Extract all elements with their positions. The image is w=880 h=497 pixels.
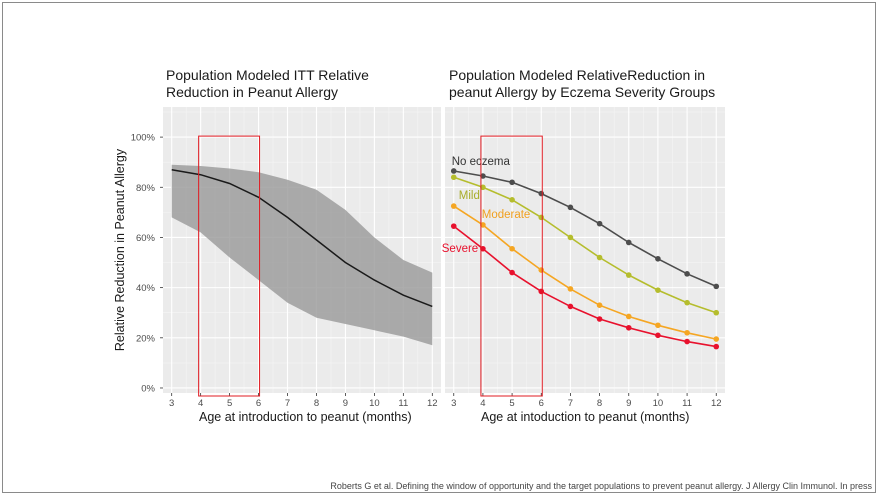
data-point-severe (655, 332, 661, 339)
confidence-band (171, 164, 433, 346)
data-point-mild (625, 272, 632, 278)
x-tick-label: 3 (169, 398, 174, 409)
x-tick-label: 8 (597, 398, 602, 409)
data-point-moderate (684, 329, 690, 336)
data-point-no-eczema (450, 168, 457, 174)
data-point-severe (450, 223, 457, 229)
data-point-moderate (538, 267, 545, 273)
data-point-moderate (450, 203, 457, 209)
data-point-moderate (596, 302, 603, 308)
x-tick-label: 6 (256, 398, 261, 409)
data-point-mild (655, 287, 661, 293)
data-point-mild (509, 197, 515, 203)
x-tick-label: 10 (369, 398, 380, 409)
data-point-mild (450, 174, 457, 181)
y-tick-label: 40% (136, 283, 156, 294)
x-tick-label: 11 (682, 398, 692, 409)
y-tick-label: 20% (136, 333, 156, 344)
y-tick-label: 60% (136, 233, 156, 244)
data-point-no-eczema (625, 239, 632, 246)
x-tick-label: 5 (227, 398, 232, 409)
data-point-no-eczema (596, 220, 603, 227)
y-axis-label: Relative Reduction in Peanut Allergy (113, 148, 127, 351)
series-line-no-eczema (453, 170, 717, 288)
x-tick-label: 6 (539, 398, 544, 409)
x-tick-label: 12 (427, 398, 438, 409)
data-point-moderate (480, 222, 486, 228)
data-point-mild (596, 254, 603, 261)
x-tick-label: 8 (314, 398, 319, 409)
data-point-severe (538, 288, 545, 295)
data-point-severe (567, 303, 574, 310)
x-tick-label: 4 (480, 398, 485, 409)
series-line-moderate (453, 205, 717, 340)
right-chart-title: Population Modeled RelativeReduction in … (449, 67, 716, 100)
data-point-moderate (509, 245, 515, 252)
series-label-moderate: Moderate (482, 209, 531, 221)
data-point-no-eczema (684, 271, 690, 277)
left-chart-title: Population Modeled ITT Relative Reductio… (166, 67, 369, 100)
data-point-severe (625, 324, 632, 331)
x-tick-label: 3 (451, 398, 456, 409)
series-line-itt-relative-reduction (171, 168, 433, 308)
series-line-mild (453, 176, 717, 314)
data-point-no-eczema (538, 190, 545, 197)
data-point-mild (684, 299, 690, 306)
data-point-no-eczema (509, 179, 515, 186)
x-tick-label: 7 (285, 398, 290, 409)
data-point-mild (567, 234, 574, 241)
left-x-axis-label: Age at introduction to peanut (months) (199, 410, 412, 424)
left-chart: 0% 20% 40% 60% 80% 100% 3 4 5 6 7 8 9 10 11 12 (131, 107, 441, 409)
x-tick-label: 7 (568, 398, 573, 409)
x-tick-label: 4 (198, 398, 203, 409)
data-point-mild (480, 184, 486, 191)
right-x-axis-label: Age at intoduction to peanut (months) (481, 410, 690, 424)
series-label-mild: Mild (459, 190, 480, 202)
x-tick-label: 10 (653, 398, 664, 409)
data-point-no-eczema (713, 283, 720, 290)
data-point-no-eczema (480, 173, 486, 179)
citation-text: Roberts G et al. Defining the window of … (330, 481, 872, 491)
x-tick-label: 9 (626, 398, 631, 409)
x-tick-label: 12 (711, 398, 722, 409)
data-point-severe (684, 338, 690, 345)
series-label-severe: Severe (442, 243, 478, 255)
x-tick-label: 9 (343, 398, 348, 409)
y-axis-label-group: Relative Reduction in Peanut Allergy (113, 148, 127, 351)
data-point-moderate (713, 336, 720, 342)
data-point-moderate (625, 313, 632, 320)
data-point-severe (713, 343, 720, 350)
y-tick-label: 80% (136, 183, 156, 194)
x-tick-label: 5 (509, 398, 514, 409)
data-point-moderate (655, 322, 661, 329)
data-point-severe (596, 316, 603, 322)
data-point-mild (713, 309, 720, 316)
y-tick-label: 0% (141, 383, 155, 394)
x-tick-label: 11 (398, 398, 408, 409)
series-line-severe (453, 225, 717, 348)
data-point-no-eczema (567, 204, 574, 211)
y-tick-label: 100% (131, 133, 156, 144)
data-point-moderate (567, 286, 574, 292)
data-point-severe (480, 245, 486, 252)
data-point-mild (538, 214, 545, 221)
data-point-severe (509, 269, 515, 276)
window-highlight-box (198, 135, 261, 397)
window-highlight-box (480, 135, 543, 397)
data-point-no-eczema (655, 255, 661, 262)
